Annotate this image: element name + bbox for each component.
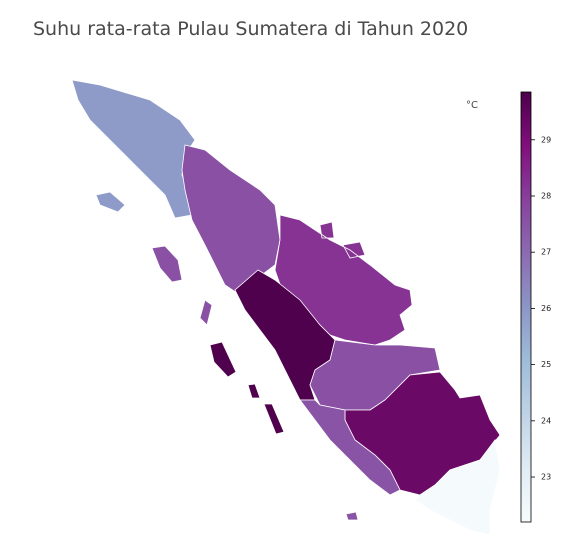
- region: [71, 79, 196, 219]
- colorbar-tick-label: 26: [541, 304, 551, 313]
- colorbar-tick-label: 25: [541, 360, 551, 369]
- colorbar-tick-label: 28: [541, 191, 551, 200]
- colorbar: [520, 91, 532, 523]
- map-title: Suhu rata-rata Pulau Sumatera di Tahun 2…: [33, 18, 468, 40]
- region: [209, 269, 336, 435]
- regions: [71, 79, 501, 536]
- colorbar-label: °C: [466, 100, 478, 111]
- colorbar-tick-label: 27: [541, 248, 551, 257]
- colorbar-tick-label: 29: [541, 135, 551, 144]
- region: [299, 399, 401, 521]
- colorbar-tick-label: 23: [541, 473, 551, 482]
- region: [414, 439, 501, 536]
- colorbar-tick-label: 24: [541, 416, 551, 425]
